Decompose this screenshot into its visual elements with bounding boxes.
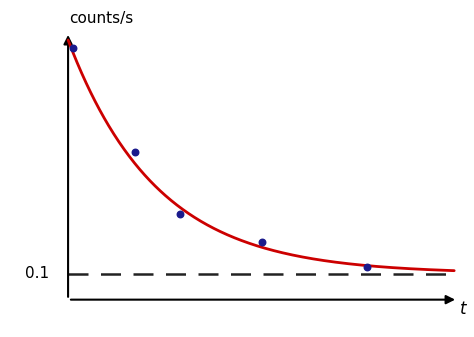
- Text: 0.1: 0.1: [25, 266, 49, 281]
- Text: counts/s: counts/s: [69, 11, 133, 26]
- Point: [131, 150, 139, 155]
- Point: [69, 45, 76, 50]
- Point: [363, 264, 370, 270]
- Point: [176, 211, 184, 217]
- Text: t: t: [460, 300, 466, 318]
- Point: [258, 240, 266, 245]
